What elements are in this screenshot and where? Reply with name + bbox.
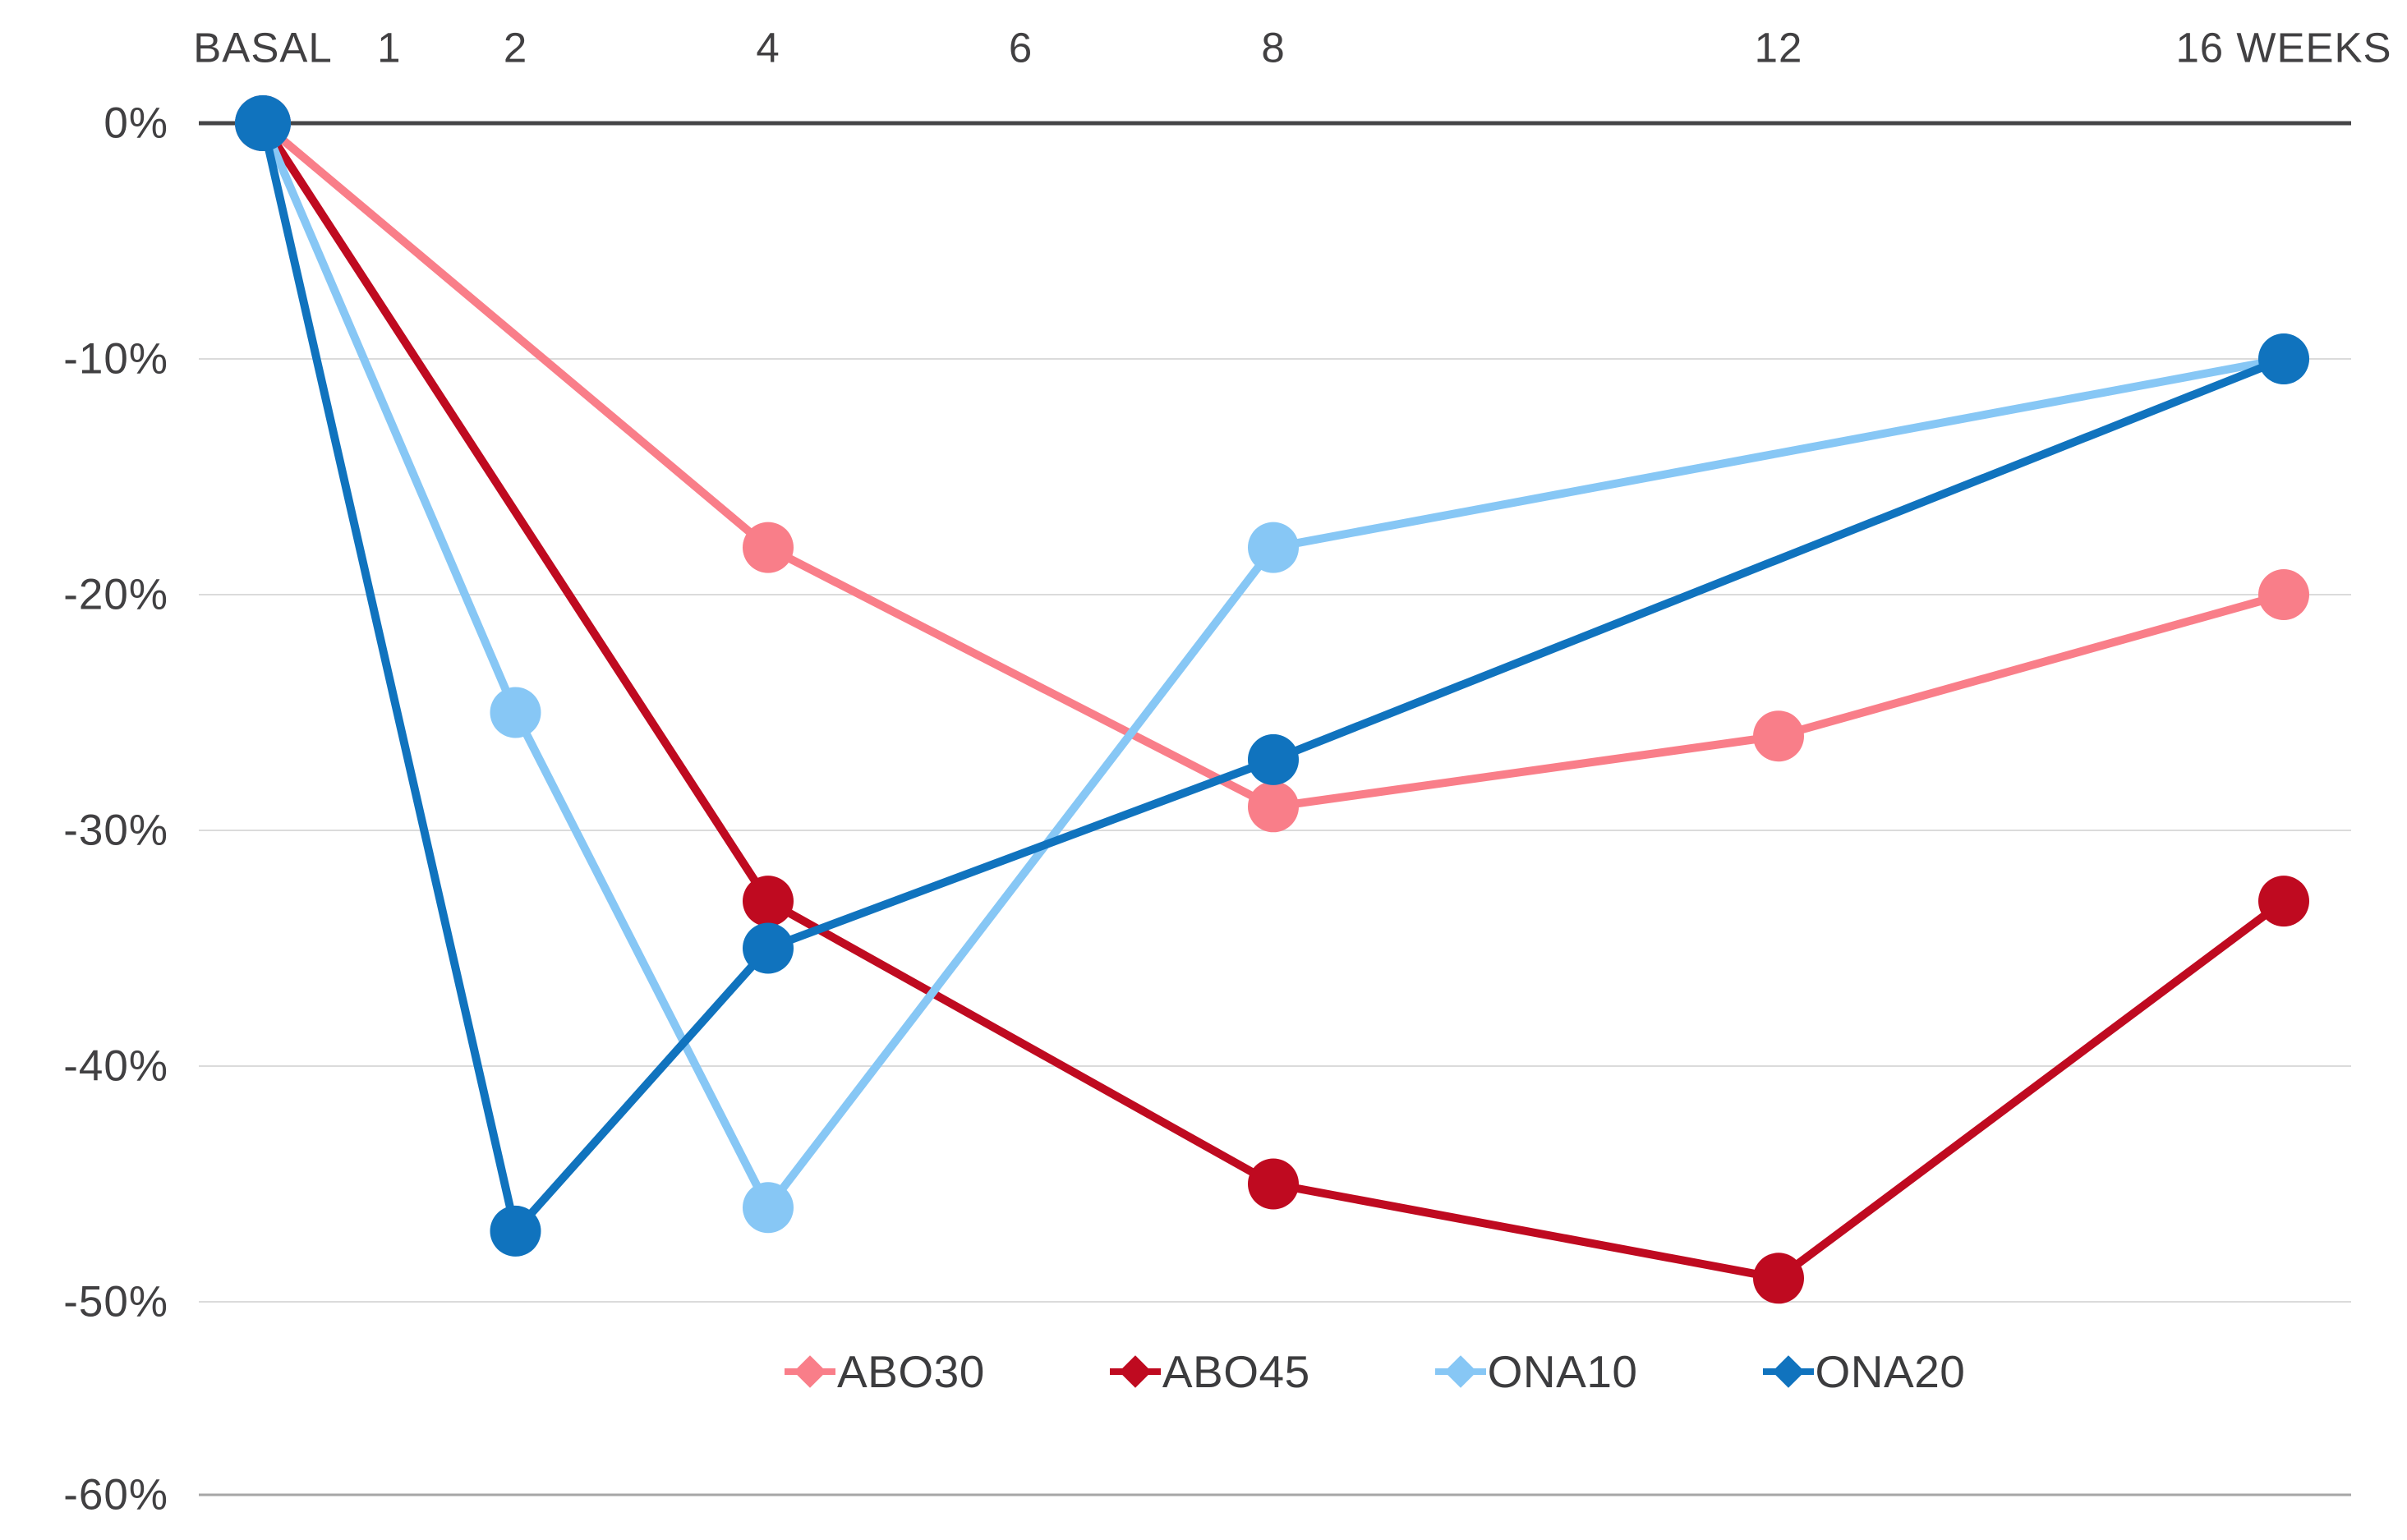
data-point-ABO45-week16	[2258, 876, 2309, 927]
y-tick-label--30: -30%	[63, 807, 168, 855]
x-tick-label-2: 2	[504, 25, 527, 71]
y-tick-label--10: -10%	[63, 335, 168, 384]
x-tick-label-12: 12	[1755, 25, 1803, 71]
y-tick-label--40: -40%	[63, 1042, 168, 1091]
data-point-ABO30-week4	[743, 522, 794, 573]
legend-item-ONA10: ONA10	[1434, 1345, 1638, 1398]
legend-label-ABO45: ABO45	[1162, 1346, 1310, 1397]
x-tick-label-16: 16 WEEKS	[2175, 25, 2391, 71]
series-line-ONA10	[259, 119, 2288, 1212]
data-point-ABO30-week8	[1248, 781, 1299, 833]
data-point-ONA20-week0	[235, 95, 291, 151]
legend-item-ABO45: ABO45	[1109, 1345, 1310, 1398]
legend-marker-icon-ABO30	[785, 1349, 835, 1394]
data-point-ONA20-week4	[743, 922, 794, 974]
data-point-ONA20-week8	[1248, 733, 1299, 785]
data-point-ABO30-week16	[2258, 569, 2309, 620]
data-point-ABO45-week8	[1248, 1158, 1299, 1210]
data-point-ONA20-week2	[490, 1205, 541, 1257]
legend-label-ABO30: ABO30	[837, 1346, 985, 1397]
data-point-ABO30-week12	[1753, 710, 1804, 762]
y-tick-label--50: -50%	[63, 1278, 168, 1326]
series-line-ABO45	[259, 119, 2288, 1283]
series-line-ABO30	[259, 119, 2288, 811]
legend-diamond-icon	[1771, 1355, 1805, 1388]
legend: ABO30 ABO45 ONA10 ONA20	[785, 1345, 1965, 1398]
y-tick-label--60: -60%	[63, 1471, 168, 1519]
y-tick-label--20: -20%	[63, 571, 168, 619]
x-tick-label-8: 8	[1261, 25, 1285, 71]
legend-marker-icon-ONA20	[1762, 1349, 1814, 1394]
x-tick-label-1: 1	[377, 25, 401, 71]
data-point-ONA10-week4	[743, 1182, 794, 1234]
legend-diamond-icon	[1119, 1355, 1152, 1388]
y-tick-label-0: 0%	[104, 99, 168, 148]
data-point-ONA10-week2	[490, 687, 541, 738]
legend-label-ONA10: ONA10	[1487, 1346, 1638, 1397]
data-point-ABO45-week4	[743, 876, 794, 927]
legend-label-ONA20: ONA20	[1815, 1346, 1966, 1397]
legend-item-ABO30: ABO30	[785, 1345, 985, 1398]
data-point-ABO45-week12	[1753, 1253, 1804, 1304]
legend-marker-icon-ABO45	[1109, 1349, 1161, 1394]
x-tick-label-4: 4	[756, 25, 780, 71]
legend-item-ONA20: ONA20	[1762, 1345, 1966, 1398]
legend-diamond-icon	[1443, 1355, 1477, 1388]
legend-marker-icon-ONA10	[1434, 1349, 1486, 1394]
legend-diamond-icon	[794, 1355, 826, 1388]
x-tick-label-0: BASAL	[193, 25, 332, 71]
x-tick-label-6: 6	[1009, 25, 1033, 71]
data-point-ONA10-week8	[1248, 522, 1299, 573]
data-point-ONA20-week16	[2258, 333, 2309, 384]
